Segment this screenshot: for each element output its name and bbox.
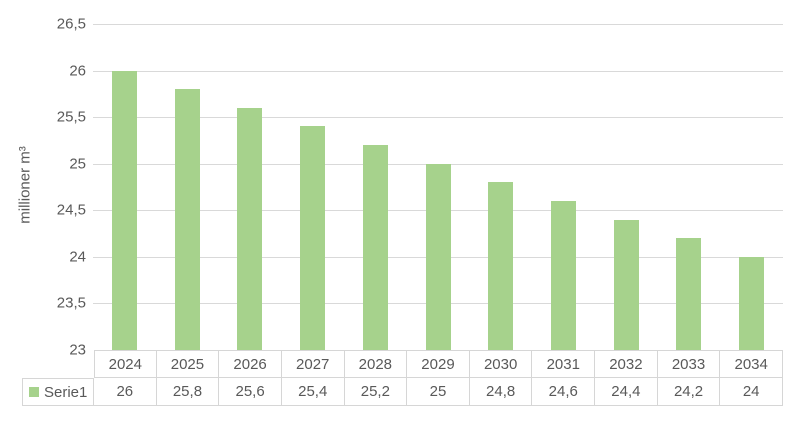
table-value-cell: 25,2 <box>344 378 408 406</box>
legend-marker-icon <box>29 387 39 397</box>
bar <box>550 200 576 350</box>
table-year-cell: 2029 <box>407 350 470 378</box>
table-year-cell: 2027 <box>281 350 345 378</box>
legend-cell: Serie1 <box>22 378 94 406</box>
table-year-cell: 2031 <box>532 350 596 378</box>
table-value-cell: 24,2 <box>657 378 721 406</box>
y-axis-tick-labels: 26,5 26 25,5 25 24,5 24 23,5 23 <box>0 16 86 359</box>
y-tick-label: 24 <box>69 248 86 266</box>
y-tick-label: 25 <box>69 155 86 173</box>
table-value-cell: 25,4 <box>281 378 345 406</box>
legend-label: Serie1 <box>44 383 88 401</box>
y-tick-label: 24,5 <box>56 201 86 219</box>
gridline <box>93 70 783 72</box>
y-tick-label: 25,5 <box>56 108 86 126</box>
table-value-cell: 24,6 <box>532 378 596 406</box>
table-year-cell: 2034 <box>720 350 783 378</box>
bar <box>174 89 200 350</box>
gridline <box>93 24 783 25</box>
bar <box>300 126 326 350</box>
bar <box>488 182 514 350</box>
table-year-cell: 2030 <box>469 350 533 378</box>
bar <box>676 238 702 350</box>
table-value-cell: 26 <box>94 378 157 406</box>
table-value-cell: 25,8 <box>156 378 220 406</box>
table-year-cell: 2032 <box>595 350 658 378</box>
table-corner-cell <box>22 350 94 378</box>
table-year-cell: 2025 <box>156 350 220 378</box>
gridline <box>93 117 783 119</box>
y-tick-label: 23 <box>69 341 86 359</box>
bar <box>613 219 639 350</box>
bar <box>111 70 137 350</box>
bar <box>739 256 765 350</box>
y-tick-label: 26 <box>69 62 86 80</box>
y-tick-label: 26,5 <box>56 15 86 33</box>
table-value-cell: 24,4 <box>595 378 658 406</box>
table-value-cell: 25,6 <box>219 378 282 406</box>
table-year-cell: 2024 <box>94 350 157 378</box>
table-year-cell: 2026 <box>219 350 282 378</box>
plot-area <box>93 24 783 350</box>
data-table: 2024 2025 2026 2027 2028 2029 2030 2031 2032 2033… <box>22 350 783 406</box>
bar <box>425 163 451 350</box>
table-year-cell: 2033 <box>657 350 721 378</box>
table-value-cell: 24,8 <box>469 378 533 406</box>
table-year-cell: 2028 <box>344 350 408 378</box>
table-value-cell: 25 <box>407 378 470 406</box>
bar <box>362 145 388 350</box>
table-value-cell: 24 <box>720 378 783 406</box>
y-tick-label: 23,5 <box>56 294 86 312</box>
bar <box>237 107 263 350</box>
